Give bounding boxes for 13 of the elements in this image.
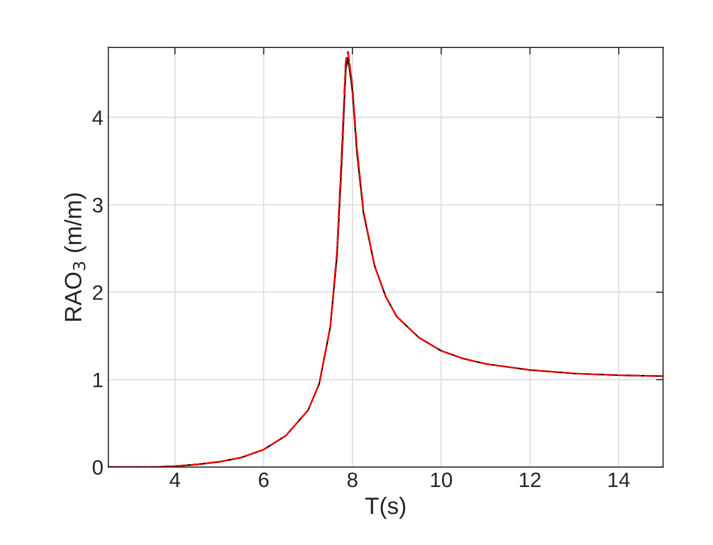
x-tick-label: 12 — [520, 472, 540, 488]
y-tick-label: 4 — [92, 110, 103, 125]
x-axis-title: T(s) — [365, 496, 406, 519]
x-tick-label: 4 — [170, 472, 180, 488]
y-tick-label: 1 — [94, 372, 102, 388]
x-tick-label: 14 — [608, 472, 630, 488]
x-tick-label: 8 — [348, 472, 358, 488]
y-tick-label: 3 — [92, 198, 103, 213]
y-tick-label: 2 — [92, 285, 102, 300]
x-tick-label: 6 — [258, 472, 269, 488]
y-tick-label: 0 — [92, 460, 103, 475]
x-tick-label: 10 — [431, 472, 452, 488]
y-axis-title: RAO$_{3}$ (m/m) — [64, 193, 86, 321]
